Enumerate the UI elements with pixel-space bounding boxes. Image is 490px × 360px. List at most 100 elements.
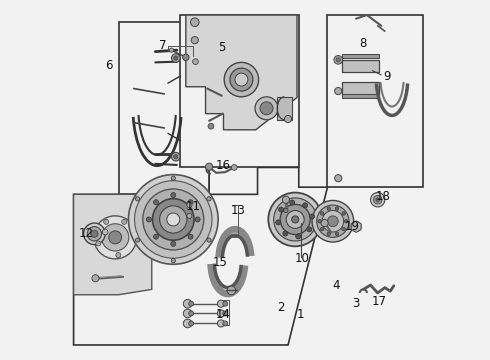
Circle shape <box>87 226 101 241</box>
Circle shape <box>285 116 292 123</box>
Circle shape <box>336 58 341 62</box>
Circle shape <box>183 319 192 328</box>
Circle shape <box>227 286 236 295</box>
Circle shape <box>231 165 237 170</box>
Circle shape <box>183 300 192 308</box>
Circle shape <box>128 175 218 264</box>
Circle shape <box>317 205 349 237</box>
Circle shape <box>320 227 324 231</box>
Bar <box>342 54 379 58</box>
Text: 11: 11 <box>186 201 200 213</box>
Circle shape <box>189 321 194 326</box>
Circle shape <box>96 241 101 246</box>
Circle shape <box>307 227 312 232</box>
Circle shape <box>173 154 178 159</box>
Text: 5: 5 <box>218 41 225 54</box>
Bar <box>277 97 292 120</box>
Circle shape <box>94 216 137 259</box>
Circle shape <box>187 203 192 208</box>
Circle shape <box>187 213 192 219</box>
Circle shape <box>260 102 273 115</box>
Circle shape <box>188 234 193 239</box>
Circle shape <box>342 227 345 231</box>
Bar <box>342 82 379 95</box>
Text: 17: 17 <box>372 296 387 309</box>
Circle shape <box>327 216 338 226</box>
Bar <box>74 207 115 260</box>
Circle shape <box>191 18 199 27</box>
Circle shape <box>235 73 248 86</box>
Circle shape <box>143 189 204 250</box>
Circle shape <box>170 48 173 52</box>
Circle shape <box>147 217 151 222</box>
Circle shape <box>183 54 189 60</box>
Circle shape <box>135 197 140 201</box>
Text: 19: 19 <box>345 220 360 233</box>
Circle shape <box>207 197 211 201</box>
Polygon shape <box>351 221 361 232</box>
Circle shape <box>153 200 159 205</box>
Text: 4: 4 <box>333 279 340 292</box>
Text: 6: 6 <box>105 59 113 72</box>
Circle shape <box>183 309 192 318</box>
Circle shape <box>269 193 322 246</box>
Circle shape <box>279 207 284 212</box>
Circle shape <box>191 37 198 44</box>
Circle shape <box>171 193 176 198</box>
Circle shape <box>344 220 348 223</box>
Circle shape <box>101 224 129 251</box>
Circle shape <box>230 68 253 91</box>
Polygon shape <box>186 15 297 130</box>
Text: 15: 15 <box>213 256 227 269</box>
Text: 3: 3 <box>352 297 360 310</box>
Circle shape <box>102 229 108 235</box>
Polygon shape <box>74 167 327 345</box>
Circle shape <box>223 311 228 316</box>
Text: 10: 10 <box>295 252 310 265</box>
Text: 9: 9 <box>383 69 391 82</box>
Circle shape <box>193 59 198 64</box>
Circle shape <box>322 211 343 232</box>
Circle shape <box>318 220 321 223</box>
Circle shape <box>282 196 290 203</box>
Circle shape <box>335 175 342 182</box>
Circle shape <box>274 198 317 241</box>
Circle shape <box>84 223 105 244</box>
Circle shape <box>302 203 308 208</box>
Circle shape <box>320 212 324 215</box>
Circle shape <box>310 214 315 219</box>
Circle shape <box>276 220 281 225</box>
Polygon shape <box>74 194 152 295</box>
Text: 18: 18 <box>376 190 391 203</box>
Circle shape <box>342 212 345 215</box>
Circle shape <box>153 234 159 239</box>
Bar <box>119 22 209 194</box>
Circle shape <box>327 207 331 210</box>
Circle shape <box>223 301 228 306</box>
Circle shape <box>312 201 354 242</box>
Circle shape <box>152 199 194 240</box>
Circle shape <box>109 231 122 244</box>
Circle shape <box>218 310 224 317</box>
Circle shape <box>321 220 328 226</box>
Bar <box>342 60 379 72</box>
Circle shape <box>171 241 176 246</box>
Circle shape <box>122 219 126 224</box>
Circle shape <box>135 181 212 258</box>
Circle shape <box>334 55 343 64</box>
Circle shape <box>207 238 211 242</box>
Circle shape <box>173 56 178 60</box>
Circle shape <box>223 321 228 326</box>
Circle shape <box>255 97 278 120</box>
Text: 2: 2 <box>277 301 285 314</box>
Circle shape <box>172 152 180 161</box>
Circle shape <box>91 230 98 237</box>
Circle shape <box>160 206 187 233</box>
Circle shape <box>188 200 193 205</box>
Circle shape <box>290 200 294 205</box>
Circle shape <box>284 208 288 213</box>
Text: 1: 1 <box>297 308 304 321</box>
Circle shape <box>335 87 342 95</box>
Circle shape <box>135 238 140 242</box>
Bar <box>342 94 379 98</box>
